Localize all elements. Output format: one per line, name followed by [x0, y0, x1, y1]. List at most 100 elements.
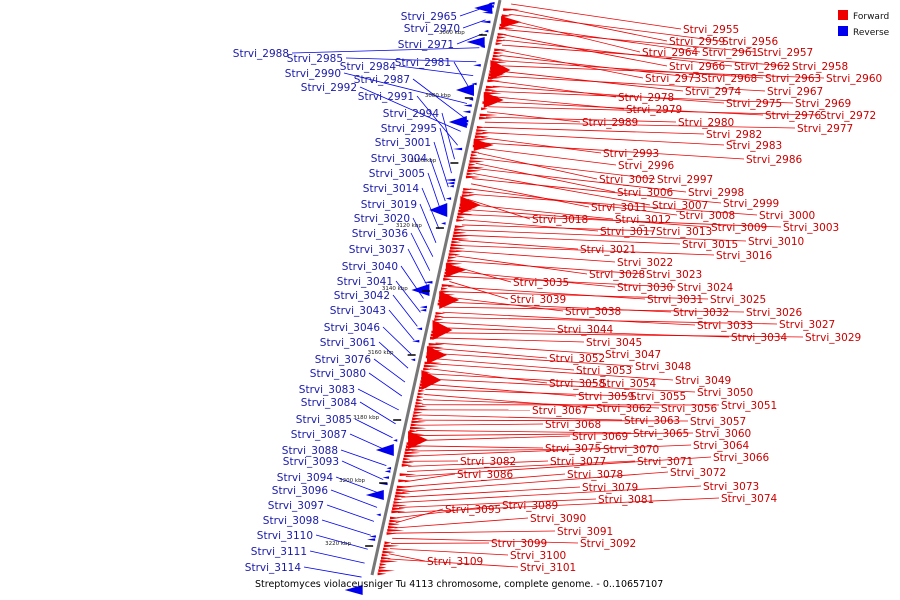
- forward-gene-label: Strvi_3030: [617, 282, 673, 294]
- tick-label: 3060 kbp: [439, 30, 465, 36]
- forward-connector: [467, 198, 531, 220]
- forward-connector: [427, 378, 696, 393]
- forward-gene-label: Strvi_2978: [618, 92, 674, 104]
- forward-gene-label: Strvi_2997: [657, 174, 713, 186]
- forward-gene: [410, 423, 421, 427]
- reverse-gene-label: Strvi_3005: [369, 168, 425, 180]
- reverse-gene-label: Strvi_3020: [354, 213, 410, 225]
- reverse-gene-label: Strvi_3087: [291, 429, 347, 441]
- forward-gene: [377, 572, 387, 576]
- forward-gene-label: Strvi_3009: [711, 222, 767, 234]
- forward-gene: [479, 116, 493, 120]
- forward-gene-label: Strvi_2963: [765, 73, 821, 85]
- forward-connector: [405, 456, 712, 478]
- forward-gene-label: Strvi_3044: [557, 324, 614, 336]
- forward-gene: [416, 398, 423, 402]
- reverse-gene-label: Strvi_2965: [401, 11, 457, 23]
- forward-gene-label: Strvi_3074: [721, 493, 778, 505]
- forward-connector: [482, 132, 725, 146]
- legend-reverse-label: Reverse: [853, 28, 890, 38]
- reverse-gene-label: Strvi_3040: [342, 261, 398, 273]
- forward-connector: [504, 34, 668, 67]
- forward-gene: [383, 547, 390, 551]
- forward-connector: [432, 358, 575, 371]
- reverse-connector: [395, 280, 421, 313]
- reverse-gene-label: Strvi_3096: [272, 485, 329, 497]
- forward-gene-label: Strvi_3034: [731, 332, 788, 344]
- tick-label: 3160 kbp: [368, 350, 394, 356]
- forward-gene: [440, 290, 452, 294]
- forward-gene-label: Strvi_3073: [703, 481, 759, 493]
- forward-gene: [441, 284, 456, 287]
- forward-connector: [424, 394, 595, 409]
- reverse-connector: [382, 326, 412, 355]
- reverse-gene-cluster: [375, 444, 394, 456]
- forward-gene-label: Strvi_3090: [530, 513, 586, 525]
- forward-connector: [433, 352, 634, 367]
- forward-gene: [403, 454, 421, 458]
- forward-connector: [417, 423, 544, 426]
- reverse-gene-cluster: [344, 585, 363, 595]
- forward-gene-label: Strvi_2977: [797, 123, 853, 135]
- forward-gene: [384, 541, 392, 545]
- forward-gene: [495, 42, 503, 46]
- forward-connector: [442, 311, 696, 326]
- reverse-connector: [441, 112, 455, 160]
- forward-gene: [467, 166, 485, 170]
- forward-connector: [404, 473, 456, 483]
- legend: Forward Reverse: [838, 10, 890, 38]
- reverse-connector: [462, 19, 486, 29]
- forward-gene: [423, 364, 440, 368]
- forward-gene-label: Strvi_3066: [713, 452, 770, 464]
- reverse-gene: [453, 147, 463, 151]
- forward-gene: [423, 367, 433, 371]
- forward-gene-cluster: [426, 346, 447, 364]
- forward-gene-cluster: [432, 320, 453, 340]
- forward-connector: [492, 85, 725, 104]
- reverse-gene: [441, 222, 446, 225]
- forward-gene: [418, 389, 425, 393]
- forward-gene-label: Strvi_3006: [617, 187, 674, 199]
- reverse-connector: [321, 519, 371, 536]
- forward-gene-label: Strvi_3109: [427, 556, 483, 568]
- forward-gene-label: Strvi_3048: [635, 361, 691, 373]
- forward-gene: [394, 494, 406, 498]
- reverse-gene: [463, 104, 472, 107]
- forward-gene-cluster: [490, 60, 511, 80]
- forward-connector: [413, 435, 571, 442]
- forward-connector: [425, 388, 629, 397]
- forward-gene: [410, 426, 427, 430]
- forward-gene-label: Strvi_2980: [678, 117, 734, 129]
- forward-gene: [450, 246, 466, 250]
- forward-gene: [448, 253, 461, 256]
- reverse-gene-cluster: [455, 84, 474, 96]
- reverse-connector: [359, 401, 396, 425]
- forward-gene: [461, 194, 475, 197]
- reverse-gene-label: Strvi_3061: [320, 337, 376, 349]
- forward-gene-label: Strvi_3045: [586, 337, 642, 349]
- forward-gene-label: Strvi_2998: [688, 187, 744, 199]
- forward-gene-label: Strvi_3025: [710, 294, 766, 306]
- forward-gene-label: Strvi_2972: [820, 110, 876, 122]
- forward-gene-label: Strvi_3024: [677, 282, 734, 294]
- forward-connector: [428, 373, 599, 384]
- reverse-gene-label: Strvi_3093: [283, 456, 339, 468]
- forward-gene: [474, 135, 490, 139]
- forward-gene-label: Strvi_3072: [670, 467, 726, 479]
- forward-gene-label: Strvi_3068: [545, 419, 601, 431]
- forward-gene-label: Strvi_3038: [565, 306, 621, 318]
- forward-connector: [456, 250, 616, 263]
- reverse-gene-label: Strvi_3084: [301, 397, 358, 409]
- forward-gene: [401, 463, 413, 467]
- forward-gene-label: Strvi_3047: [605, 349, 661, 361]
- forward-gene: [441, 287, 449, 290]
- reverse-connector: [378, 341, 409, 369]
- reverse-connector: [407, 248, 428, 285]
- forward-connector: [463, 219, 599, 232]
- forward-gene: [493, 51, 504, 55]
- forward-gene: [411, 420, 427, 424]
- forward-gene: [468, 163, 476, 166]
- forward-connector: [476, 157, 656, 180]
- connector-lines: [291, 3, 825, 578]
